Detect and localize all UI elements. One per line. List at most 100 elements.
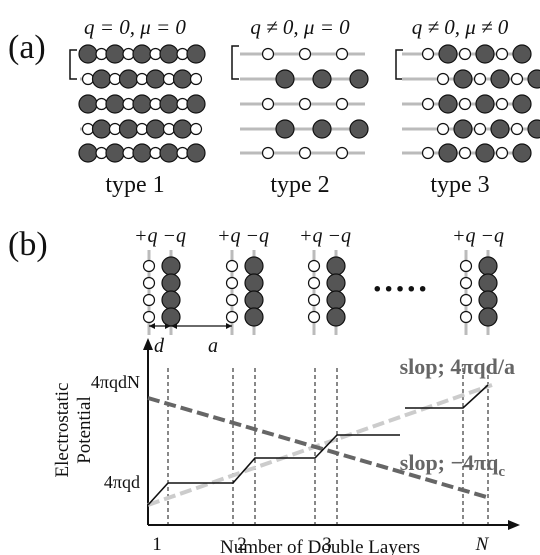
trend-line (148, 385, 492, 505)
panel-label: (b) (8, 226, 48, 263)
cation (309, 261, 320, 272)
anion (476, 45, 494, 63)
cation (512, 74, 523, 85)
cation (177, 99, 188, 110)
cation (475, 74, 486, 85)
anion (513, 95, 531, 113)
anion (147, 120, 165, 138)
bracket (232, 46, 239, 79)
cation (137, 124, 148, 135)
spacing-label: d (154, 335, 165, 357)
anion (476, 95, 494, 113)
anion (327, 291, 345, 309)
charge-label: +q −q (452, 225, 504, 247)
cation (96, 49, 107, 60)
anion (162, 274, 180, 292)
cation (460, 148, 471, 159)
anion (276, 70, 294, 88)
cation (337, 99, 348, 110)
x-tick: N (475, 534, 490, 555)
bracket (396, 50, 403, 79)
cation (144, 295, 155, 306)
cation (497, 49, 508, 60)
panel-label: (a) (8, 29, 46, 66)
anion (476, 144, 494, 162)
cation (227, 261, 238, 272)
anion (439, 95, 457, 113)
cation (123, 148, 134, 159)
arrowhead (508, 520, 520, 530)
anion (133, 95, 151, 113)
cation (83, 124, 94, 135)
slope-subscript: c (498, 464, 505, 480)
cation (337, 49, 348, 60)
anion (174, 120, 192, 138)
anion (133, 144, 151, 162)
cation (227, 278, 238, 289)
cation (191, 74, 202, 85)
anion (327, 308, 345, 326)
cation (309, 278, 320, 289)
anion (454, 70, 472, 88)
anion (276, 120, 294, 138)
anion (187, 144, 205, 162)
anion (439, 45, 457, 63)
anion (93, 120, 111, 138)
charge-label: +q −q (217, 225, 269, 247)
cation (96, 148, 107, 159)
charge-label: +q −q (134, 225, 186, 247)
cation (150, 49, 161, 60)
anion (160, 45, 178, 63)
cation (144, 312, 155, 323)
cation (497, 99, 508, 110)
cation (83, 74, 94, 85)
cation (164, 74, 175, 85)
cation (461, 312, 472, 323)
anion (120, 120, 138, 138)
anion (245, 274, 263, 292)
y-tick: 4πqdN (91, 372, 140, 392)
anion (245, 308, 263, 326)
condition: q ≠ 0, μ = 0 (250, 15, 350, 39)
cation (263, 99, 274, 110)
figure: (a) q = 0, μ = 0 q ≠ 0, μ = 0 q ≠ 0, μ ≠… (0, 0, 540, 555)
anion (106, 95, 124, 113)
anion (93, 70, 111, 88)
anion (350, 120, 368, 138)
cation (263, 148, 274, 159)
condition: q = 0, μ = 0 (84, 15, 186, 39)
anion (133, 45, 151, 63)
anion (79, 45, 97, 63)
anion (79, 144, 97, 162)
anion (120, 70, 138, 88)
cation (300, 148, 311, 159)
anion (454, 120, 472, 138)
cation (137, 74, 148, 85)
cation (227, 295, 238, 306)
anion (491, 120, 509, 138)
cation (423, 99, 434, 110)
type-label: type 1 (105, 172, 164, 198)
cation (177, 49, 188, 60)
cation (475, 124, 486, 135)
x-tick: 1 (152, 534, 162, 555)
y-tick: 4πqd (104, 472, 140, 492)
cation (423, 49, 434, 60)
cation (512, 124, 523, 135)
anion (187, 95, 205, 113)
anion (439, 144, 457, 162)
anion (147, 70, 165, 88)
anion (106, 45, 124, 63)
anion (245, 257, 263, 275)
anion (160, 95, 178, 113)
cation (150, 99, 161, 110)
x-axis-label: Number of Double Layers (220, 537, 420, 555)
ellipsis: ····· (372, 271, 429, 308)
condition: q ≠ 0, μ ≠ 0 (412, 15, 509, 39)
anion (479, 274, 497, 292)
cation (438, 124, 449, 135)
cation (123, 49, 134, 60)
anion (162, 257, 180, 275)
cation (110, 124, 121, 135)
cation (300, 49, 311, 60)
